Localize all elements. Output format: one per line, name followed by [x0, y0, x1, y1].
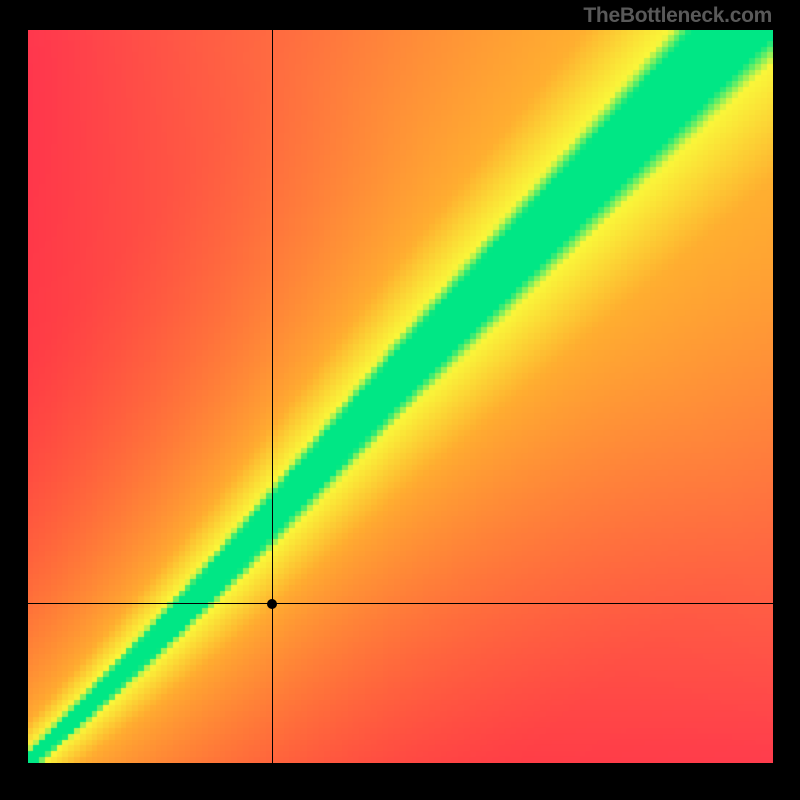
- selection-marker: [267, 599, 277, 609]
- crosshair-horizontal: [28, 603, 773, 604]
- crosshair-vertical: [272, 30, 273, 763]
- heatmap-plot-area: [28, 30, 773, 763]
- watermark-text: TheBottleneck.com: [583, 4, 772, 28]
- heatmap-canvas: [28, 30, 773, 763]
